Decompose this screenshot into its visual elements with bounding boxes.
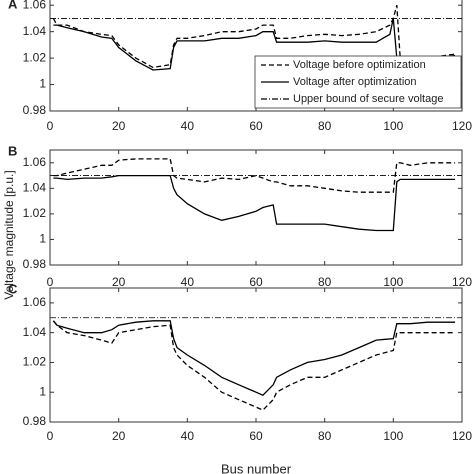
series-line (53, 18, 456, 71)
legend-box (254, 55, 462, 109)
panel: A 0.98 1 1.02 1.04 1.06 0 20 40 60 80 100 120 Voltage… (8, 0, 472, 133)
legend-label: Voltage before optimization (293, 59, 426, 71)
x-tick-label: 0 (47, 275, 54, 289)
series-line (52, 320, 456, 396)
panel: B 0.98 1 1.02 1.04 1.06 0 20 40 60 80 100 120 (8, 143, 472, 289)
y-tick-label: 1.02 (23, 50, 47, 64)
x-tick-label: 120 (452, 429, 472, 443)
y-tick-label: 0.98 (23, 257, 47, 271)
y-tick-label: 1.04 (23, 181, 47, 195)
panel-label: C (8, 281, 18, 296)
legend-label: Upper bound of secure voltage (293, 93, 443, 105)
x-tick-label: 100 (383, 275, 403, 289)
x-tick-label: 40 (181, 119, 195, 133)
panel-label: A (8, 0, 18, 11)
legend: Voltage before optimization Voltage after… (254, 55, 462, 109)
x-tick-label: 40 (181, 275, 195, 289)
y-tick-label: 1.04 (23, 325, 47, 339)
x-tick-label: 80 (318, 429, 332, 443)
panel: C 0.98 1 1.02 1.04 1.06 0 20 40 60 80 100 120 (8, 281, 472, 443)
x-tick-label: 60 (249, 429, 263, 443)
x-tick-label: 20 (112, 119, 126, 133)
x-tick-label: 0 (47, 119, 54, 133)
x-tick-label: 100 (383, 119, 403, 133)
y-tick-label: 1.02 (23, 206, 47, 220)
x-axis-label: Bus number (221, 461, 292, 474)
x-tick-label: 60 (249, 275, 263, 289)
x-tick-label: 120 (452, 275, 472, 289)
plot-area (49, 287, 463, 423)
series-line (53, 174, 456, 232)
series-line (52, 320, 456, 411)
y-tick-label: 1.06 (23, 0, 47, 11)
y-tick-label: 0.98 (23, 414, 47, 428)
y-tick-label: 1.06 (23, 295, 47, 309)
x-tick-label: 20 (112, 429, 126, 443)
series-line (53, 158, 456, 193)
y-tick-label: 1.06 (23, 155, 47, 169)
y-tick-label: 1 (39, 77, 46, 91)
x-tick-label: 120 (452, 119, 472, 133)
x-tick-label: 0 (47, 429, 54, 443)
y-tick-label: 1 (39, 384, 46, 398)
y-tick-label: 1.04 (23, 24, 47, 38)
x-tick-label: 80 (318, 119, 332, 133)
plot-area (49, 149, 463, 266)
y-tick-label: 1.02 (23, 355, 47, 369)
legend-label: Voltage after optimization (293, 76, 417, 88)
panel-label: B (8, 143, 17, 158)
y-tick-label: 0.98 (23, 103, 47, 117)
x-tick-label: 20 (112, 275, 126, 289)
x-tick-label: 40 (181, 429, 195, 443)
x-tick-label: 60 (249, 119, 263, 133)
x-tick-label: 100 (383, 429, 403, 443)
y-tick-label: 1 (39, 232, 46, 246)
x-tick-label: 80 (318, 275, 332, 289)
y-axis-label: Voltage magnitude [p.u.] (2, 170, 16, 299)
